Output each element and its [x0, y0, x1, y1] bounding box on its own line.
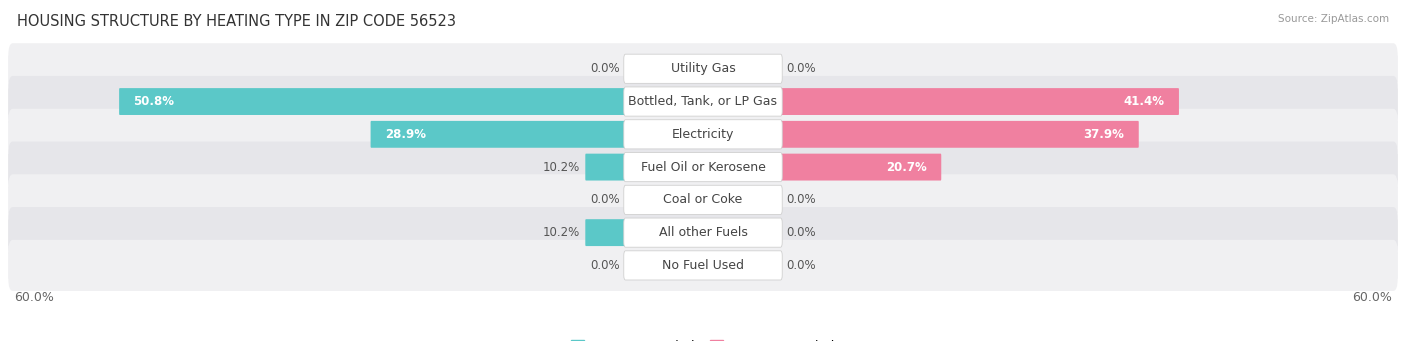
FancyBboxPatch shape — [585, 154, 703, 180]
FancyBboxPatch shape — [624, 87, 782, 116]
Text: Bottled, Tank, or LP Gas: Bottled, Tank, or LP Gas — [628, 95, 778, 108]
FancyBboxPatch shape — [624, 218, 782, 247]
Text: 0.0%: 0.0% — [786, 226, 815, 239]
Text: Coal or Coke: Coal or Coke — [664, 193, 742, 206]
Text: 0.0%: 0.0% — [786, 193, 815, 206]
Text: Source: ZipAtlas.com: Source: ZipAtlas.com — [1278, 14, 1389, 24]
FancyBboxPatch shape — [8, 154, 1398, 180]
Text: Utility Gas: Utility Gas — [671, 62, 735, 75]
FancyBboxPatch shape — [624, 120, 782, 149]
Text: 60.0%: 60.0% — [1353, 291, 1392, 304]
Legend: Owner-occupied, Renter-occupied: Owner-occupied, Renter-occupied — [567, 335, 839, 341]
FancyBboxPatch shape — [8, 88, 1398, 115]
Text: Electricity: Electricity — [672, 128, 734, 141]
FancyBboxPatch shape — [703, 187, 766, 213]
FancyBboxPatch shape — [703, 252, 766, 279]
FancyBboxPatch shape — [8, 187, 1398, 213]
Text: All other Fuels: All other Fuels — [658, 226, 748, 239]
Text: 0.0%: 0.0% — [786, 62, 815, 75]
Text: 60.0%: 60.0% — [14, 291, 53, 304]
FancyBboxPatch shape — [8, 174, 1398, 225]
Text: 50.8%: 50.8% — [134, 95, 174, 108]
Text: 0.0%: 0.0% — [591, 193, 620, 206]
FancyBboxPatch shape — [624, 251, 782, 280]
FancyBboxPatch shape — [703, 55, 766, 82]
FancyBboxPatch shape — [8, 207, 1398, 258]
Text: HOUSING STRUCTURE BY HEATING TYPE IN ZIP CODE 56523: HOUSING STRUCTURE BY HEATING TYPE IN ZIP… — [17, 14, 456, 29]
FancyBboxPatch shape — [8, 220, 1398, 246]
FancyBboxPatch shape — [8, 109, 1398, 160]
FancyBboxPatch shape — [640, 187, 703, 213]
FancyBboxPatch shape — [8, 76, 1398, 127]
Text: No Fuel Used: No Fuel Used — [662, 259, 744, 272]
Text: 28.9%: 28.9% — [385, 128, 426, 141]
Text: 20.7%: 20.7% — [886, 161, 927, 174]
FancyBboxPatch shape — [585, 219, 703, 246]
FancyBboxPatch shape — [120, 88, 703, 115]
FancyBboxPatch shape — [703, 154, 941, 180]
FancyBboxPatch shape — [8, 121, 1398, 147]
Text: 37.9%: 37.9% — [1084, 128, 1125, 141]
FancyBboxPatch shape — [8, 43, 1398, 94]
Text: 41.4%: 41.4% — [1123, 95, 1164, 108]
FancyBboxPatch shape — [371, 121, 703, 148]
Text: 0.0%: 0.0% — [591, 259, 620, 272]
FancyBboxPatch shape — [8, 240, 1398, 291]
Text: 10.2%: 10.2% — [543, 161, 581, 174]
Text: 0.0%: 0.0% — [786, 259, 815, 272]
FancyBboxPatch shape — [703, 219, 766, 246]
FancyBboxPatch shape — [8, 252, 1398, 279]
FancyBboxPatch shape — [624, 152, 782, 182]
FancyBboxPatch shape — [8, 142, 1398, 193]
FancyBboxPatch shape — [703, 121, 1139, 148]
FancyBboxPatch shape — [624, 54, 782, 83]
FancyBboxPatch shape — [624, 185, 782, 214]
FancyBboxPatch shape — [640, 252, 703, 279]
Text: 10.2%: 10.2% — [543, 226, 581, 239]
FancyBboxPatch shape — [703, 88, 1180, 115]
FancyBboxPatch shape — [8, 56, 1398, 82]
FancyBboxPatch shape — [640, 55, 703, 82]
Text: 0.0%: 0.0% — [591, 62, 620, 75]
Text: Fuel Oil or Kerosene: Fuel Oil or Kerosene — [641, 161, 765, 174]
